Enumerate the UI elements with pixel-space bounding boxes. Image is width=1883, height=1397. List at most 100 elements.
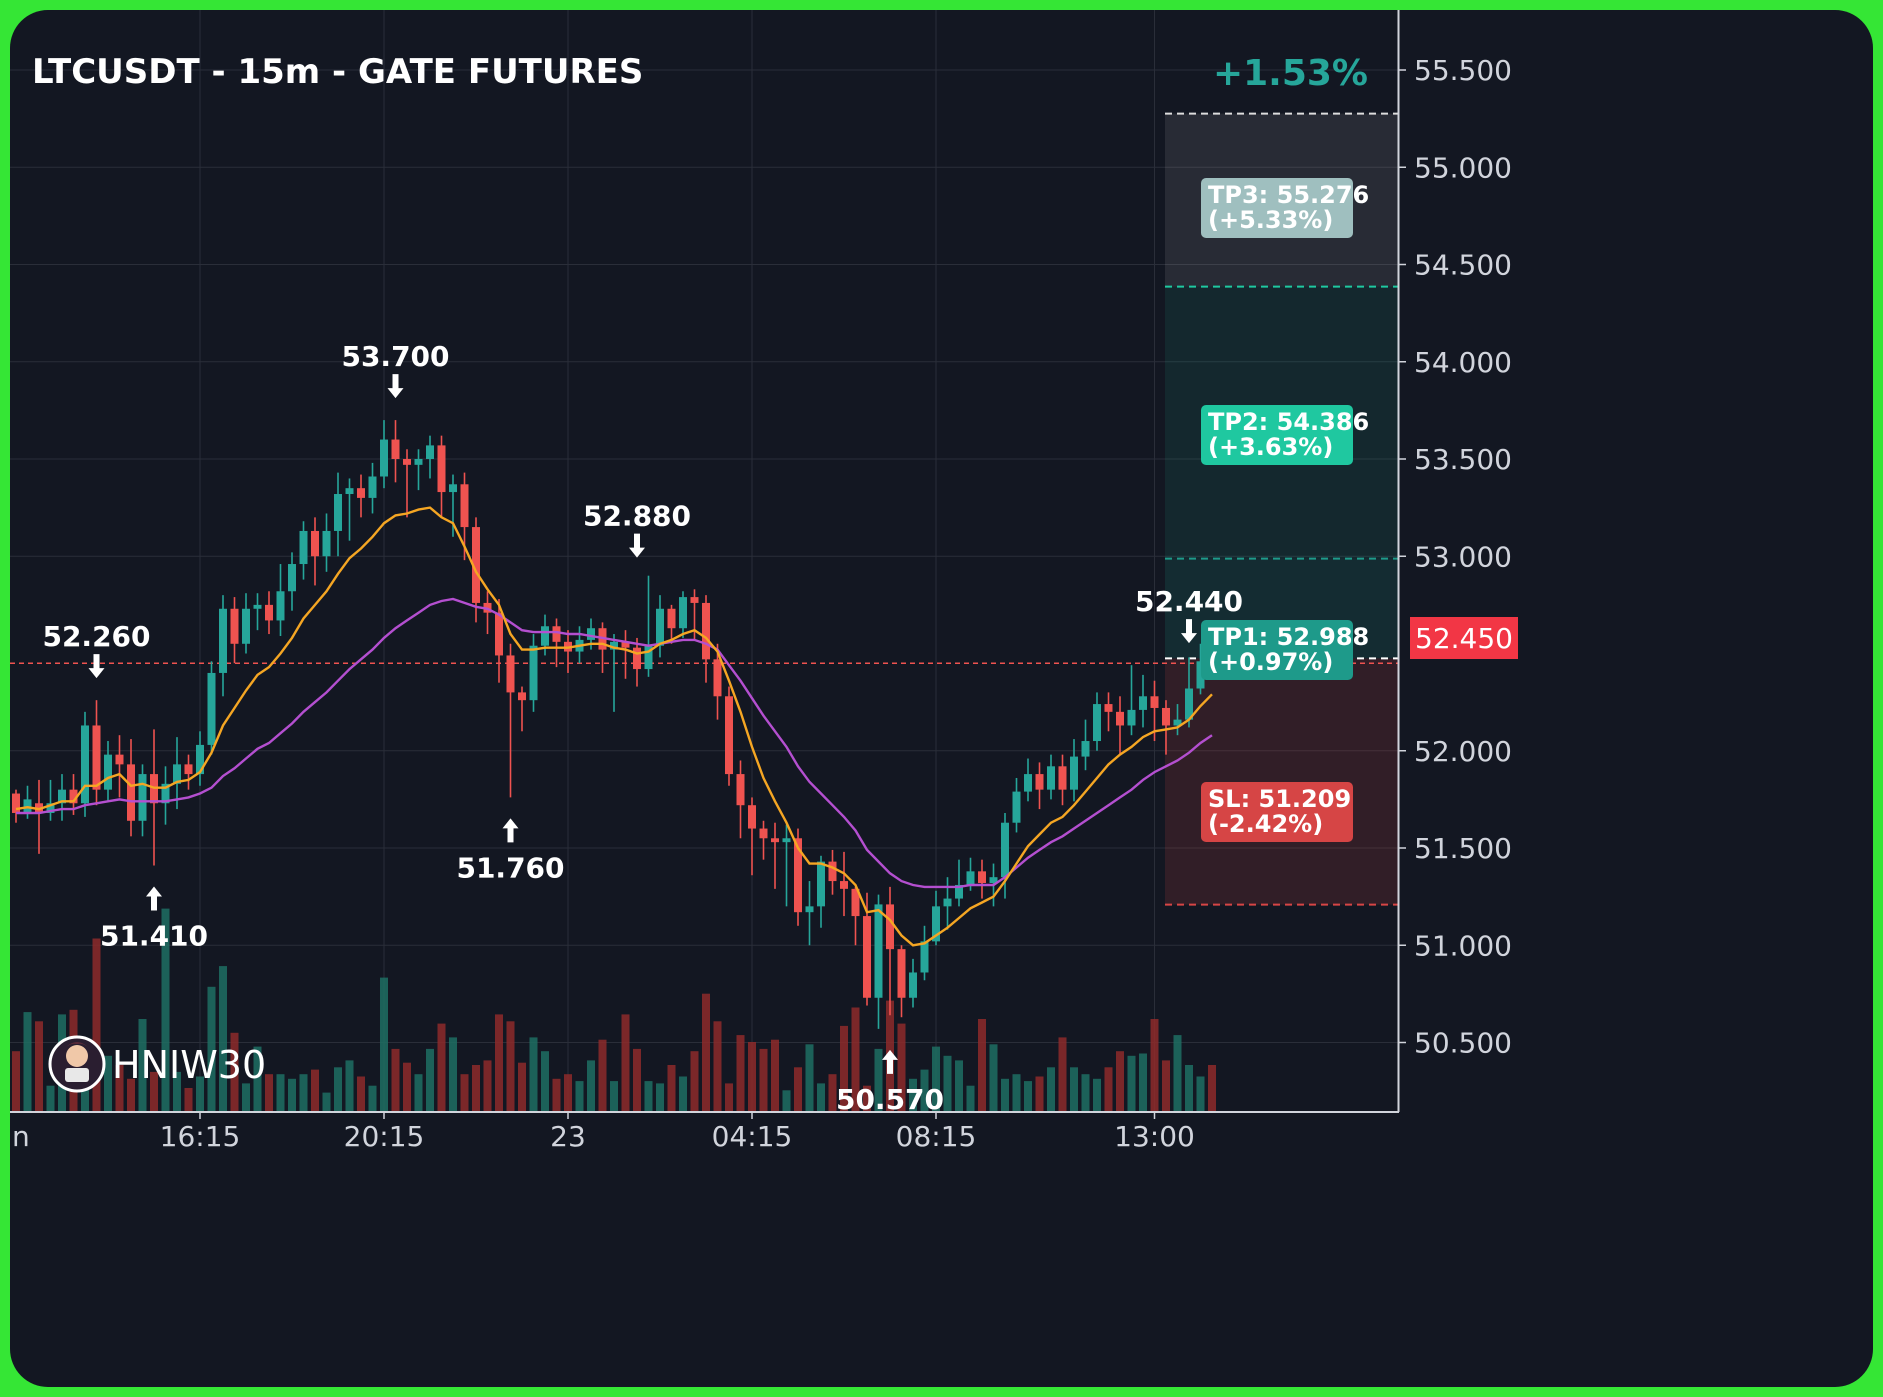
arrow-up-icon: [146, 886, 162, 911]
volume-bar: [196, 1076, 204, 1111]
candle-body: [1024, 774, 1032, 792]
candle-body: [1139, 696, 1147, 710]
volume-bar: [368, 1085, 377, 1111]
candle-body: [414, 459, 423, 465]
sl-label-box: SL: 51.209(-2.42%): [1201, 782, 1353, 842]
candle-body: [127, 764, 135, 821]
volume-bar: [529, 1037, 538, 1111]
volume-bar: [288, 1078, 296, 1111]
x-tick-label: 23: [550, 1120, 586, 1153]
candle-body: [771, 838, 779, 843]
arrow-down-icon: [88, 654, 105, 679]
candle-body: [621, 641, 630, 648]
volume-bar: [104, 1055, 112, 1111]
volume-bar: [138, 1019, 147, 1111]
sl-zone: [1165, 658, 1398, 905]
y-tick-label: 52.000: [1414, 735, 1512, 768]
volume-bar: [782, 1090, 791, 1111]
candle-body: [265, 604, 273, 621]
volume-bar: [736, 1035, 745, 1111]
volume-bar: [334, 1067, 342, 1111]
tp2-box-bg: [1201, 405, 1353, 465]
avatar-face-icon: [66, 1045, 88, 1067]
candle-body: [1127, 709, 1136, 726]
candlestick-chart[interactable]: 52.260 51.410 53.700 51.760 52.880 50.570 52.4…: [10, 10, 1873, 1387]
volume-bar: [460, 1074, 469, 1111]
candle-body: [932, 906, 940, 942]
candle-body: [449, 484, 457, 493]
candle-body: [196, 744, 204, 775]
candle-body: [851, 888, 860, 917]
candle-body: [529, 645, 538, 701]
candle-body: [357, 488, 365, 498]
volume-bar: [587, 1060, 595, 1111]
tp3-label-box: TP3: 55.276(+5.33%): [1201, 178, 1369, 238]
grid-lines: [10, 10, 1398, 1111]
volume-bar: [610, 1081, 618, 1111]
volume-bar: [794, 1067, 802, 1111]
volume-bar: [828, 1074, 837, 1111]
volume-bar: [1162, 1060, 1170, 1111]
volume-bar: [713, 1021, 722, 1111]
swing-annotation: 52.440: [1135, 585, 1243, 644]
volume-bar: [426, 1048, 434, 1111]
volume-bar: [702, 993, 710, 1111]
volume-bar: [1196, 1076, 1205, 1111]
candle-body: [863, 916, 871, 998]
current-price-text: 52.450: [1415, 622, 1513, 655]
swing-annotation: 52.880: [583, 500, 691, 558]
candle-body: [115, 754, 124, 765]
volume-bar: [276, 1074, 285, 1111]
volume-bar: [127, 1078, 135, 1111]
candle-body: [909, 972, 917, 998]
volume-bar: [943, 1055, 952, 1111]
candle-body: [552, 626, 561, 642]
volume-bar: [633, 1048, 641, 1111]
candle-body: [874, 904, 883, 998]
axes: 55.500 55.000 54.500 54.000 53.500 53.000 52.0…: [10, 10, 1512, 1153]
volume-bar: [1001, 1078, 1009, 1111]
swing-annotation: 52.260: [42, 620, 151, 679]
candle-body: [966, 871, 975, 885]
candle-body: [161, 783, 170, 804]
swing-high-label: 52.260: [42, 620, 150, 653]
swing-annotation: 51.410: [100, 886, 208, 953]
volume-bar: [23, 1012, 32, 1111]
volume-bar: [1208, 1065, 1216, 1111]
volume-bar: [46, 1085, 55, 1111]
candle-body: [943, 898, 952, 907]
volume-bar: [1093, 1078, 1101, 1111]
volume-bar: [242, 1083, 250, 1111]
volume-bar: [679, 1076, 687, 1111]
volume-bar: [1024, 1081, 1032, 1111]
volume-bar: [437, 1023, 446, 1111]
candle-body: [679, 597, 687, 629]
arrow-down-icon: [1181, 619, 1197, 644]
swing-low-label: 50.570: [836, 1083, 944, 1116]
tp1-box-bg: [1201, 620, 1353, 680]
volume-bar: [840, 1025, 848, 1111]
arrow-down-icon: [387, 374, 404, 399]
volume-bar: [391, 1048, 400, 1111]
tp3-price-text: TP3: 55.276: [1208, 181, 1369, 209]
swing-high-label: 52.440: [1135, 585, 1243, 618]
candle-body: [322, 530, 331, 557]
y-tick-label: 50.500: [1414, 1027, 1512, 1060]
volume-bar: [1150, 1019, 1159, 1111]
candle-body: [794, 838, 802, 913]
volume-bar: [909, 1078, 917, 1111]
candle-body: [518, 692, 526, 701]
volume-bar: [667, 1065, 676, 1111]
volume-bar: [690, 1051, 699, 1111]
candle-body: [173, 764, 181, 784]
candle-body: [1001, 822, 1009, 878]
volume-bar: [955, 1060, 963, 1111]
volume-bar: [598, 1039, 607, 1111]
sl-price-text: SL: 51.209: [1208, 785, 1351, 813]
volume-bar: [748, 1042, 756, 1111]
y-tick-label: 55.500: [1414, 54, 1512, 87]
y-tick-label: 54.500: [1414, 249, 1512, 282]
candle-body: [1162, 707, 1170, 726]
volume-bar: [1185, 1065, 1193, 1111]
candle-body: [828, 861, 837, 882]
